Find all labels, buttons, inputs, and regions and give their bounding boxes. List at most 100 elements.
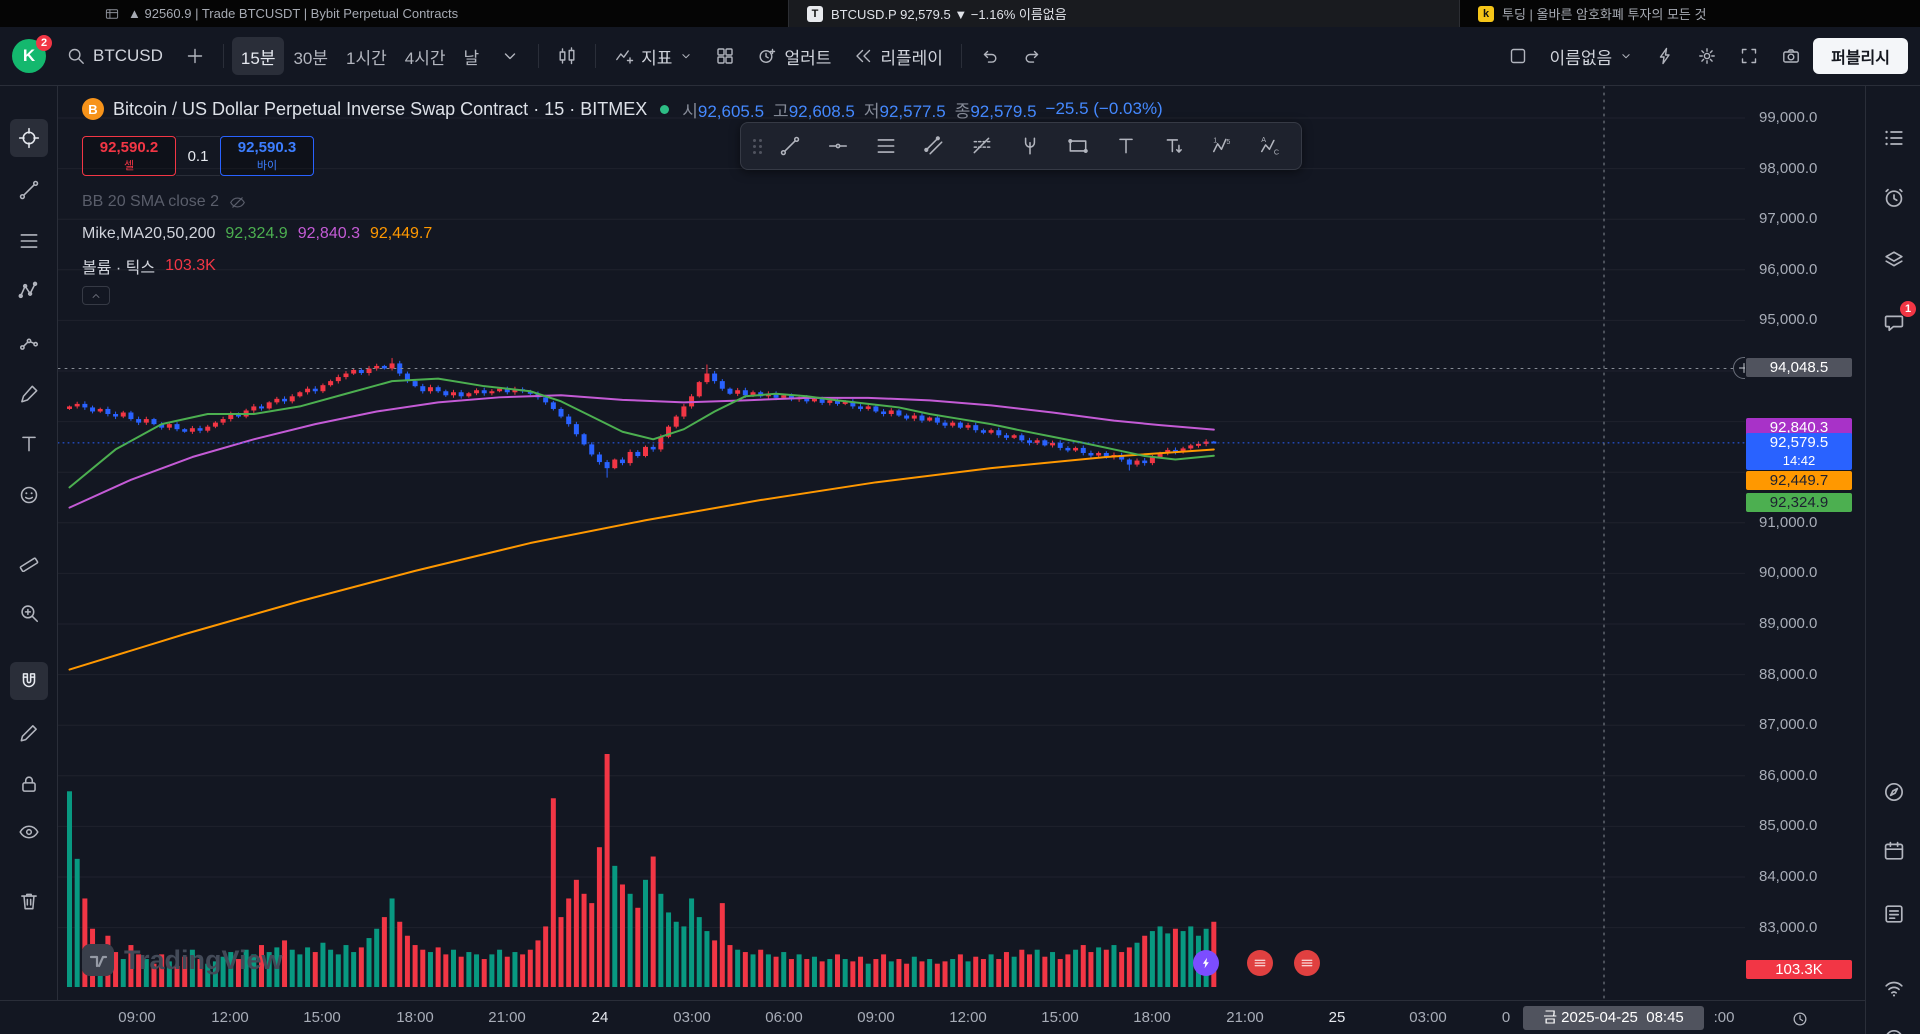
timeframe-30분[interactable]: 30분 xyxy=(284,37,337,75)
last-price-label[interactable]: 92,579.5 14:42 xyxy=(1746,433,1852,470)
trend-line-tool-button[interactable] xyxy=(767,126,813,166)
browser-tab-bybit[interactable]: ▲ 92560.9 | Trade BTCUSDT | Bybit Perpet… xyxy=(104,0,664,27)
economic-event-icon[interactable] xyxy=(1247,950,1273,976)
brush-tool-button[interactable] xyxy=(10,375,48,413)
indicator-title[interactable]: BB 20 SMA close 2 xyxy=(82,193,219,210)
publish-button[interactable]: 퍼블리시 xyxy=(1813,38,1908,74)
quick-search-button[interactable] xyxy=(1645,37,1685,75)
pitchfork-tool-button[interactable] xyxy=(1007,126,1053,166)
ohlc-key: 고 xyxy=(773,101,789,121)
text-tool-tool-button[interactable] xyxy=(1103,126,1149,166)
rectangle-tool-button[interactable] xyxy=(1055,126,1101,166)
fib-retracement-tool-button[interactable] xyxy=(10,222,48,260)
timeframe-4시간[interactable]: 4시간 xyxy=(396,37,455,75)
timezone-clock-button[interactable] xyxy=(1788,1007,1812,1031)
drawing-toolbar xyxy=(0,86,58,1000)
fullscreen-button[interactable] xyxy=(1729,37,1769,75)
compass-panel-button[interactable] xyxy=(1875,773,1913,811)
snapshot-button[interactable] xyxy=(1771,37,1811,75)
calendar-panel-button[interactable] xyxy=(1875,832,1913,870)
buy-button[interactable]: 92,590.3 바이 xyxy=(220,136,314,176)
ma20-price-label[interactable]: 92,324.9 xyxy=(1746,493,1852,512)
trend-line-tool-button[interactable] xyxy=(10,171,48,209)
price-axis-tick: 91,000.0 xyxy=(1759,513,1818,531)
ma50-price-label[interactable]: 92,840.3 xyxy=(1746,418,1852,437)
timeframe-menu-button[interactable] xyxy=(490,37,530,75)
xabcd-pattern-tool-button[interactable] xyxy=(10,272,48,310)
watchlist-panel-button[interactable] xyxy=(1875,119,1913,157)
indicators-button[interactable]: 지표 xyxy=(604,37,703,75)
compare-add-button[interactable] xyxy=(175,37,215,75)
order-panel: 92,590.2 셀 0.1 92,590.3 바이 xyxy=(82,136,1163,176)
indicator-title[interactable]: Mike,MA20,50,200 xyxy=(82,225,216,242)
eye-off-button[interactable] xyxy=(229,194,246,211)
indicator-title[interactable]: 볼륨 · 틱스 xyxy=(82,260,156,277)
timeframe-15분[interactable]: 15분 xyxy=(231,37,285,75)
layout-name-button[interactable]: 이름없음 xyxy=(1540,37,1644,75)
settings-button[interactable] xyxy=(1687,37,1727,75)
forecast-tool-button[interactable] xyxy=(10,323,48,361)
quantity-field[interactable]: 0.1 xyxy=(176,136,220,176)
magnet-tool-button[interactable] xyxy=(10,662,48,700)
crosshair-tool-button[interactable] xyxy=(10,119,48,157)
layers-panel-button[interactable] xyxy=(1875,241,1913,279)
price-axis[interactable]: 99,000.0 98,000.0 97,000.0 96,000.0 95,000.0… xyxy=(1745,86,1865,1000)
user-avatar[interactable]: K 2 xyxy=(12,35,52,73)
timeframe-1시간[interactable]: 1시간 xyxy=(337,37,396,75)
indicator-value: 103.3K xyxy=(165,257,216,274)
horizontal-line-tool-button[interactable] xyxy=(815,126,861,166)
toolbar-separator xyxy=(595,44,597,68)
time-axis[interactable]: 금 2025-04-25 08:45 09:00 12:00 15:00 18:00 2… xyxy=(0,1000,1865,1034)
trash-tool-button[interactable] xyxy=(10,882,48,920)
alert-button[interactable]: 얼러트 xyxy=(747,37,841,75)
replay-button[interactable]: 리플레이 xyxy=(843,37,953,75)
parallel-channel-tool-button[interactable] xyxy=(911,126,957,166)
ma50-line[interactable] xyxy=(68,394,1215,509)
anchored-text-icon xyxy=(1166,139,1182,153)
candlestick-chart[interactable] xyxy=(58,86,1745,1000)
browser-tab-tradingview[interactable]: T BTCUSD.P 92,579.5 ▼ −1.16% 이름없음 xyxy=(788,0,1460,27)
legend-collapse-button[interactable] xyxy=(82,286,110,305)
market-status-dot[interactable] xyxy=(660,104,670,114)
crosshair-price-label[interactable]: 94,048.5 xyxy=(1746,358,1852,377)
emoji-tool-button[interactable] xyxy=(10,476,48,514)
fib-channel-tool-button[interactable] xyxy=(959,126,1005,166)
streams-panel-button[interactable] xyxy=(1875,969,1913,1007)
undo-button[interactable] xyxy=(970,37,1010,75)
symbol-title[interactable]: Bitcoin / US Dollar Perpetual Inverse Sw… xyxy=(113,98,648,119)
anchored-text-tool-button[interactable] xyxy=(1151,126,1197,166)
ruler-tool-button[interactable] xyxy=(10,542,48,580)
time-axis-tick: 24 xyxy=(591,1009,609,1026)
drag-handle[interactable] xyxy=(749,131,765,161)
economic-event-icon[interactable] xyxy=(1294,950,1320,976)
volume-label[interactable]: 103.3K xyxy=(1746,960,1852,979)
text-tool-tool-button[interactable] xyxy=(10,425,48,463)
symbol-search-button[interactable]: BTCUSD xyxy=(56,37,173,75)
ma200-price-label[interactable]: 92,449.7 xyxy=(1746,471,1852,490)
chart-style-button[interactable] xyxy=(547,37,587,75)
question-panel-button[interactable] xyxy=(1875,1020,1913,1034)
ma200-line[interactable] xyxy=(68,448,1215,671)
fib-retracement-tool-button[interactable] xyxy=(863,126,909,166)
browser-tab-tuding[interactable]: k 투딩 | 올바른 암호화폐 투자의 모든 것 xyxy=(1478,0,1918,27)
alert-clock-panel-button[interactable] xyxy=(1875,179,1913,217)
ma20-line[interactable] xyxy=(68,377,1215,489)
save-layout-button[interactable] xyxy=(1498,37,1538,75)
layout-grid-button[interactable] xyxy=(705,37,745,75)
lock-tool-button[interactable] xyxy=(10,765,48,803)
zoom-in-tool-button[interactable] xyxy=(10,594,48,632)
boost-event-icon[interactable] xyxy=(1193,950,1219,976)
chat-panel-button[interactable]: 1 xyxy=(1875,301,1916,342)
sell-price: 92,590.2 xyxy=(99,139,159,156)
timeframe-날[interactable]: 날 xyxy=(455,37,489,75)
chart-pane[interactable]: B Bitcoin / US Dollar Perpetual Inverse … xyxy=(58,86,1745,1000)
square-layout-icon xyxy=(1510,48,1525,64)
eye-tool-button[interactable] xyxy=(10,813,48,851)
redo-button[interactable] xyxy=(1012,37,1052,75)
pencil-tool-button[interactable] xyxy=(10,714,48,752)
sell-button[interactable]: 92,590.2 셀 xyxy=(82,136,176,176)
price-axis-tick: 88,000.0 xyxy=(1759,665,1818,683)
data-window-panel-button[interactable] xyxy=(1875,895,1913,933)
